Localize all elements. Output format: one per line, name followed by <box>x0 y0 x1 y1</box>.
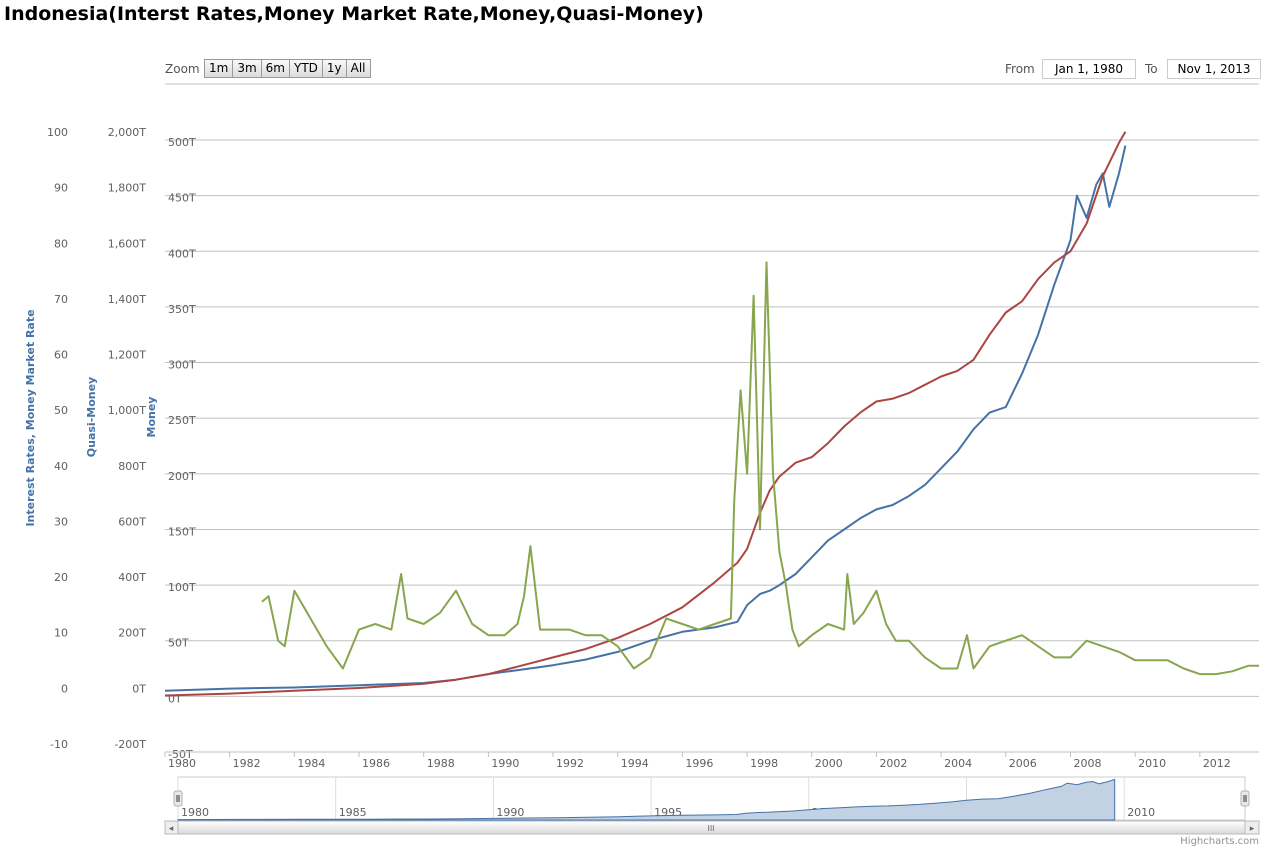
navigator-scrollbar[interactable]: ◂ ▸ III <box>164 820 1260 835</box>
y-tick-label: -200T <box>114 738 146 751</box>
y-axis-title: Interest Rates, Money Market Rate <box>24 309 37 526</box>
y-tick-label: 800T <box>118 460 146 473</box>
y-tick-label: 2,000T <box>108 126 146 139</box>
zoom-6m-button[interactable]: 6m <box>261 59 290 78</box>
y-tick-label: 200T <box>118 627 146 640</box>
y-tick-label: 1,600T <box>108 237 146 250</box>
y-tick-label: 0 <box>61 682 68 695</box>
y-tick-label: 100T <box>168 581 196 594</box>
zoom-buttons: 1m 3m 6m YTD 1y All <box>204 59 371 78</box>
x-axis: 1980 1982 1984 1986 1988 1990 1992 1994 1996 1998… <box>164 751 1259 770</box>
range-from-input[interactable]: Jan 1, 1980 <box>1042 59 1136 79</box>
y-tick-label: 1,800T <box>108 182 146 195</box>
y-tick-label: 1,400T <box>108 293 146 306</box>
zoom-all-button[interactable]: All <box>346 59 371 78</box>
range-from-label: From <box>1005 62 1035 76</box>
range-to-label: To <box>1145 62 1158 76</box>
plot-series <box>164 131 1259 697</box>
navigator-tick-label: 1985 <box>339 806 367 819</box>
x-tick-label: 1992 <box>556 757 584 770</box>
navigator-tick-label: 1980 <box>181 806 209 819</box>
scrollbar-left-arrow: ◂ <box>169 824 174 834</box>
navigator[interactable]: 1980198519901995200020052010◂▸III <box>164 776 1260 835</box>
y-tick-label: 60 <box>54 349 68 362</box>
y-tick-label: 80 <box>54 237 68 250</box>
x-tick-label: 1982 <box>233 757 261 770</box>
y-tick-label: 30 <box>54 515 68 528</box>
chart-title: Indonesia(Interst Rates,Money Market Rat… <box>4 3 704 25</box>
series-line-interest-rates-money-market-rate <box>261 261 1259 676</box>
zoom-ytd-button[interactable]: YTD <box>289 59 323 78</box>
x-tick-label: 1990 <box>491 757 519 770</box>
y-tick-label: 600T <box>118 515 146 528</box>
y-axis-title: Quasi-Money <box>85 377 98 457</box>
y-tick-label: -50T <box>168 748 193 761</box>
zoom-1y-button[interactable]: 1y <box>322 59 347 78</box>
y-tick-label: 200T <box>168 470 196 483</box>
navigator-tick-label: 2010 <box>1127 806 1155 819</box>
x-tick-label: 2010 <box>1138 757 1166 770</box>
navigator-series-area <box>177 778 1116 821</box>
series-line-quasi-money <box>164 131 1127 697</box>
plot-grid <box>165 139 1259 753</box>
y-tick-label: 50 <box>54 404 68 417</box>
y-tick-label: 450T <box>168 192 196 205</box>
x-tick-label: 1986 <box>362 757 390 770</box>
zoom-1m-button[interactable]: 1m <box>204 59 234 78</box>
y-tick-label: 350T <box>168 303 196 316</box>
x-tick-label: 2012 <box>1203 757 1231 770</box>
highcharts-credit[interactable]: Highcharts.com <box>1180 836 1259 847</box>
series-line-money <box>164 145 1127 692</box>
y-tick-label: 1,200T <box>108 349 146 362</box>
range-to-input[interactable]: Nov 1, 2013 <box>1167 59 1261 79</box>
y-tick-label: 300T <box>168 359 196 372</box>
x-tick-label: 1996 <box>685 757 713 770</box>
scrollbar-thumb <box>177 820 1246 835</box>
y-tick-label: 250T <box>168 414 196 427</box>
navigator-left-handle[interactable] <box>173 790 183 807</box>
y-tick-label: 90 <box>54 182 68 195</box>
handle-grip <box>1240 790 1250 807</box>
scrollbar-right-arrow: ▸ <box>1250 824 1255 834</box>
y-tick-label: 100 <box>47 126 68 139</box>
zoom-3m-button[interactable]: 3m <box>233 59 262 78</box>
y-tick-label: 1,000T <box>108 404 146 417</box>
zoom-label: Zoom <box>165 62 200 76</box>
y-tick-label: 20 <box>54 571 68 584</box>
y-tick-label: 50T <box>168 637 189 650</box>
x-tick-label: 1984 <box>297 757 325 770</box>
navigator-right-handle[interactable] <box>1240 790 1250 807</box>
y-tick-label: 500T <box>168 136 196 149</box>
y-axis-title: Money <box>145 397 158 438</box>
y-tick-label: 40 <box>54 460 68 473</box>
x-tick-label: 2008 <box>1073 757 1101 770</box>
x-tick-label: 1994 <box>621 757 649 770</box>
x-tick-label: 1988 <box>427 757 455 770</box>
y-tick-label: 400T <box>168 247 196 260</box>
y-tick-label: 150T <box>168 525 196 538</box>
y-tick-label: 400T <box>118 571 146 584</box>
x-tick-label: 1980 <box>168 757 196 770</box>
y-tick-label: 0T <box>132 682 146 695</box>
scrollbar-grip: III <box>707 824 714 833</box>
y-axes: -10 0 10 20 30 40 50 60 70 80 90 100 -200T 0T 200T 400T… <box>24 126 196 761</box>
y-tick-label: -10 <box>50 738 68 751</box>
navigator-tick-label: 1990 <box>496 806 524 819</box>
x-tick-label: 2000 <box>815 757 843 770</box>
y-tick-label: 10 <box>54 627 68 640</box>
y-tick-label: 70 <box>54 293 68 306</box>
x-tick-label: 1998 <box>750 757 778 770</box>
x-tick-label: 2002 <box>879 757 907 770</box>
handle-grip <box>173 790 183 807</box>
x-tick-label: 2006 <box>1009 757 1037 770</box>
x-tick-label: 2004 <box>944 757 972 770</box>
